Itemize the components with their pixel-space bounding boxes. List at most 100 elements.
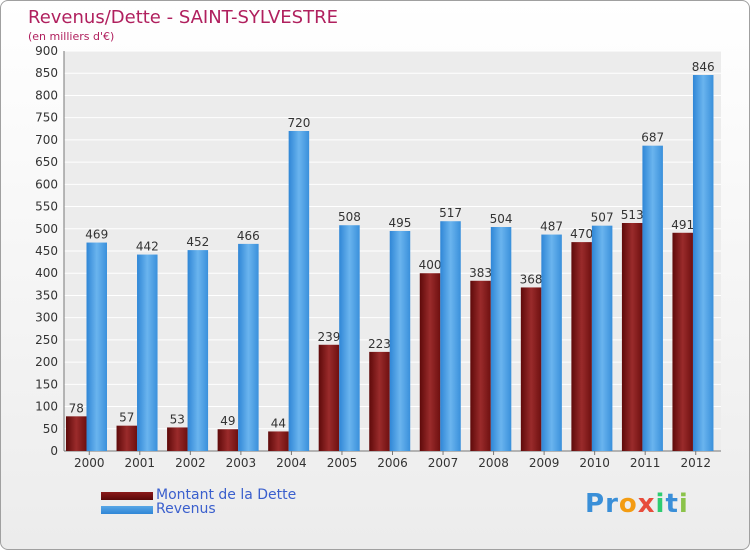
- logo-letter: i: [655, 489, 666, 519]
- y-tick-label: 200: [35, 355, 58, 369]
- bar-revenue: [389, 231, 411, 451]
- bar-debt: [520, 287, 542, 451]
- y-tick-label: 550: [35, 200, 58, 214]
- bar-revenue: [339, 225, 360, 451]
- data-label-revenue: 687: [641, 131, 664, 145]
- bar-debt: [571, 242, 592, 451]
- logo-letter: i: [678, 489, 689, 519]
- x-tick-label: 2002: [175, 456, 206, 470]
- x-tick-label: 2008: [478, 456, 509, 470]
- bar-revenue: [642, 145, 663, 451]
- x-tick-label: 2003: [226, 456, 257, 470]
- bar-debt: [66, 416, 87, 451]
- bar-debt: [419, 273, 441, 451]
- data-label-debt: 513: [621, 208, 644, 222]
- logo-letter: x: [637, 489, 656, 519]
- data-label-revenue: 442: [136, 240, 159, 254]
- x-tick-label: 2005: [327, 456, 358, 470]
- bar-revenue: [490, 227, 512, 451]
- unit-label: (en milliers d'€): [28, 30, 115, 43]
- logo-letter: P: [585, 489, 606, 519]
- bar-debt: [268, 431, 289, 451]
- x-tick-label: 2011: [630, 456, 661, 470]
- y-tick-label: 700: [35, 133, 58, 147]
- data-label-revenue: 487: [540, 220, 563, 234]
- proxiti-logo: Proxiti: [585, 489, 689, 519]
- data-label-revenue: 517: [439, 206, 462, 220]
- y-tick-label: 750: [35, 111, 58, 125]
- bar-revenue: [86, 242, 107, 451]
- y-tick-label: 650: [35, 155, 58, 169]
- bar-revenue: [137, 254, 158, 451]
- data-label-revenue: 720: [287, 116, 310, 130]
- data-label-debt: 491: [671, 218, 694, 232]
- data-label-revenue: 469: [85, 228, 108, 242]
- x-tick-label: 2007: [428, 456, 459, 470]
- bar-revenue: [187, 250, 209, 451]
- data-label-revenue: 495: [389, 216, 412, 230]
- data-label-debt: 383: [469, 266, 492, 280]
- data-label-debt: 57: [119, 411, 134, 425]
- y-tick-label: 50: [43, 422, 58, 436]
- y-tick-label: 0: [50, 444, 58, 458]
- data-label-revenue: 466: [237, 229, 260, 243]
- data-label-revenue: 508: [338, 210, 361, 224]
- data-label-debt: 239: [317, 330, 340, 344]
- legend-swatch-revenue: [101, 506, 153, 514]
- x-tick-label: 2009: [529, 456, 560, 470]
- y-tick-label: 450: [35, 244, 58, 258]
- bar-revenue: [591, 225, 613, 451]
- logo-letter: t: [665, 489, 679, 519]
- x-tick-label: 2010: [579, 456, 610, 470]
- bar-debt: [470, 280, 491, 451]
- x-tick-label: 2000: [74, 456, 105, 470]
- legend-label-debt: Montant de la Dette: [156, 487, 297, 503]
- y-tick-label: 900: [35, 44, 58, 58]
- y-tick-label: 100: [35, 400, 58, 414]
- y-tick-label: 500: [35, 222, 58, 236]
- data-label-revenue: 504: [490, 212, 513, 226]
- data-label-debt: 53: [170, 412, 185, 426]
- data-label-revenue: 846: [692, 60, 715, 74]
- chart-title: Revenus/Dette - SAINT-SYLVESTRE: [28, 7, 338, 28]
- y-tick-label: 600: [35, 177, 58, 191]
- y-tick-label: 850: [35, 66, 58, 80]
- data-label-debt: 223: [368, 337, 391, 351]
- logo-letter: r: [605, 489, 619, 519]
- y-tick-label: 150: [35, 377, 58, 391]
- data-label-debt: 470: [570, 227, 593, 241]
- data-label-debt: 368: [520, 272, 543, 286]
- bar-revenue: [692, 75, 714, 451]
- data-label-debt: 49: [220, 414, 235, 428]
- bar-debt: [167, 427, 188, 451]
- legend-swatch-debt: [101, 492, 153, 500]
- y-tick-label: 800: [35, 88, 58, 102]
- bar-debt: [318, 344, 340, 451]
- bar-revenue: [238, 243, 259, 451]
- x-tick-label: 2001: [125, 456, 156, 470]
- bar-debt: [369, 351, 390, 451]
- y-tick-label: 400: [35, 266, 58, 280]
- data-label-revenue: 452: [186, 235, 209, 249]
- y-tick-label: 250: [35, 333, 58, 347]
- data-label-debt: 44: [271, 416, 286, 430]
- data-label-debt: 78: [69, 401, 84, 415]
- bar-debt: [621, 223, 643, 451]
- logo-letter: o: [618, 489, 638, 519]
- x-tick-label: 2006: [377, 456, 408, 470]
- bar-debt: [217, 429, 239, 451]
- x-tick-label: 2004: [276, 456, 307, 470]
- x-tick-label: 2012: [680, 456, 711, 470]
- bar-debt: [672, 232, 693, 451]
- data-label-debt: 400: [419, 258, 442, 272]
- legend-label-revenue: Revenus: [156, 501, 216, 517]
- bar-revenue: [288, 131, 310, 451]
- bar-revenue: [541, 234, 562, 451]
- bar-debt: [116, 425, 138, 451]
- y-tick-label: 350: [35, 288, 58, 302]
- bar-revenue: [440, 221, 461, 451]
- y-tick-label: 300: [35, 311, 58, 325]
- data-label-revenue: 507: [591, 211, 614, 225]
